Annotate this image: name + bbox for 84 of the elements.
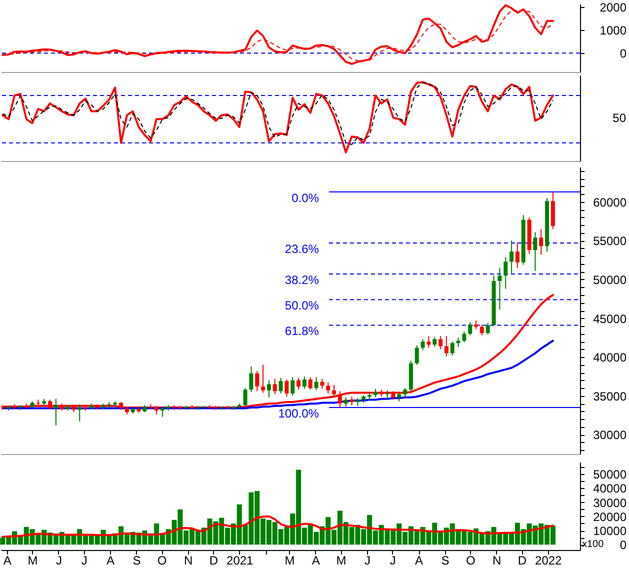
candlestick <box>432 336 437 348</box>
y-tick-label: 40000 <box>593 350 627 365</box>
candlestick <box>480 324 484 336</box>
x-tick-label: A <box>415 554 424 568</box>
candlestick <box>272 378 277 395</box>
x-tick-label: 2021 <box>226 554 254 568</box>
candlestick <box>255 370 260 392</box>
line-series <box>2 515 554 538</box>
x-tick-label: 2022 <box>535 554 562 568</box>
y-tick-label: 1000 <box>600 24 627 38</box>
y-tick-label: 30000 <box>593 496 627 510</box>
x-tick-label: M <box>336 554 346 568</box>
y-tick-label: 0 <box>620 538 627 552</box>
x-tick-label: A <box>312 554 320 568</box>
candlestick <box>444 336 448 357</box>
y-tick-label: 30000 <box>593 428 627 442</box>
candlestick <box>510 240 514 274</box>
candlestick <box>249 366 254 392</box>
candlestick <box>486 322 490 336</box>
candlestick <box>266 380 271 398</box>
candlestick <box>462 330 466 343</box>
candlestick <box>54 398 58 426</box>
candlestick <box>403 388 408 398</box>
candlestick <box>278 377 283 394</box>
candlestick <box>243 388 248 406</box>
candlestick <box>284 379 289 398</box>
candlestick <box>468 322 472 336</box>
annotation: 50.0% <box>284 298 320 313</box>
x-tick-label: D <box>209 554 218 568</box>
x-tick-label: J <box>56 554 62 568</box>
candlestick <box>160 406 164 418</box>
y-tick-label: 55000 <box>593 234 627 248</box>
x-tick-label: O <box>466 554 476 568</box>
x-tick-label: J <box>81 554 88 568</box>
candlestick <box>426 336 431 348</box>
candlestick <box>332 384 336 398</box>
x-tick-label: N <box>492 554 502 568</box>
candlestick <box>515 242 520 268</box>
annotation: 38.2% <box>284 273 320 288</box>
candlestick <box>290 376 295 396</box>
candlestick <box>450 341 454 356</box>
y-tick-label: 60000 <box>593 195 627 210</box>
y-tick-label: 35000 <box>593 389 627 404</box>
annotation: 0.0% <box>292 190 320 205</box>
x-tick-label: O <box>157 554 167 568</box>
x-tick-label: A <box>106 554 115 568</box>
candlestick <box>78 404 82 422</box>
x-tick-label: D <box>518 554 527 568</box>
annotation: 100.0% <box>278 406 320 420</box>
y-tick-label: 20000 <box>593 510 627 524</box>
candlestick <box>344 396 348 408</box>
x-tick-label: A <box>3 554 12 568</box>
candlestick <box>414 344 419 366</box>
y-tick-label: 0 <box>620 46 627 61</box>
candlestick <box>296 377 301 390</box>
x-tick-label: J <box>364 554 370 568</box>
text: x100 <box>582 539 604 550</box>
candlestick <box>314 376 318 391</box>
y-tick-label: 40000 <box>593 482 627 496</box>
x-tick-label: M <box>28 554 38 568</box>
y-tick-label: 50000 <box>593 272 627 287</box>
annotation: 23.6% <box>284 242 320 256</box>
candlestick <box>302 376 306 390</box>
candlestick <box>438 336 443 350</box>
candlestick <box>326 382 330 394</box>
candlestick <box>261 364 266 394</box>
y-tick-label: 50000 <box>593 468 627 482</box>
y-tick-label: 10000 <box>593 524 627 538</box>
x-tick-label: J <box>390 554 396 568</box>
candlestick <box>504 256 508 290</box>
y-tick-label: 45000 <box>593 312 627 326</box>
text: 50 <box>612 111 626 125</box>
x-tick-label: S <box>132 554 141 568</box>
x-tick-label: N <box>184 554 193 568</box>
x-tick-label: M <box>284 554 295 568</box>
candlestick <box>308 376 312 390</box>
candlestick <box>533 232 538 272</box>
annotation: 61.8% <box>284 324 320 338</box>
candlestick <box>320 378 324 390</box>
x-tick-label: S <box>441 554 450 568</box>
y-tick-label: 2000 <box>600 0 627 14</box>
candlestick <box>539 228 544 256</box>
candlestick <box>420 338 425 351</box>
candlestick <box>498 267 502 310</box>
